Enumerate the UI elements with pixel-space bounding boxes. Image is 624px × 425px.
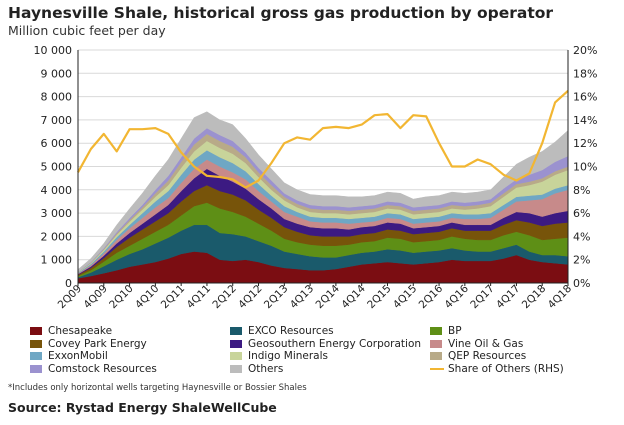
legend-swatch: [430, 367, 444, 370]
x-tick-label: 4Q11: [185, 283, 214, 312]
share-line: [77, 89, 569, 189]
x-tick-label: 4Q10: [133, 283, 162, 312]
y2-tick-label: 8%: [573, 184, 590, 197]
legend-swatch: [230, 327, 242, 335]
x-tick-label: 2Q14: [314, 282, 343, 311]
legend-label: Vine Oil & Gas: [448, 337, 524, 350]
legend-swatch: [230, 364, 242, 373]
x-tick-label: 2Q16: [417, 282, 446, 311]
y2-tick-label: 2%: [573, 254, 590, 267]
y-tick-label: 2 000: [41, 230, 73, 243]
x-tick-label: 4Q09: [81, 283, 110, 312]
x-tick-label: 4Q17: [494, 283, 523, 312]
y2-tick-label: 6%: [573, 207, 590, 220]
y2-tick-label: 4%: [573, 230, 590, 243]
y2-tick-label: 0%: [573, 277, 590, 290]
legend-label: Comstock Resources: [48, 362, 157, 375]
x-tick-label: 2Q12: [210, 283, 239, 312]
y-tick-label: 4 000: [41, 184, 73, 197]
legend-label: QEP Resources: [448, 350, 527, 362]
x-tick-label: 2Q18: [520, 283, 549, 312]
y2-tick-label: 20%: [573, 44, 597, 57]
y2-tick-label: 18%: [573, 67, 597, 80]
legend-label: BP: [448, 325, 462, 337]
legend-swatch: [30, 364, 42, 373]
legend-swatch: [230, 352, 242, 360]
legend-label: Share of Others (RHS): [448, 362, 564, 375]
y-tick-label: 3 000: [41, 207, 73, 220]
y-tick-label: 0: [65, 277, 72, 290]
y-tick-label: 8 000: [41, 91, 73, 104]
legend-swatch: [30, 352, 42, 360]
source-label: Source: Rystad Energy ShaleWellCube: [8, 400, 277, 415]
y2-tick-label: 12%: [573, 137, 597, 150]
legend-label: Indigo Minerals: [248, 350, 328, 362]
x-tick-label: 2Q11: [159, 283, 188, 312]
y-tick-label: 7 000: [41, 114, 73, 127]
legend-swatch: [30, 339, 42, 348]
x-tick-label: 2Q17: [468, 283, 497, 312]
y-tick-label: 5 000: [41, 161, 73, 174]
x-tick-label: 2Q15: [365, 283, 394, 312]
area-series: [77, 111, 569, 284]
x-tick-label: 4Q13: [288, 283, 317, 312]
legend-label: Chesapeake: [48, 325, 113, 337]
chart-subtitle: Million cubic feet per day: [8, 23, 166, 38]
footnote: *Includes only horizontal wells targetin…: [8, 383, 307, 393]
legend-label: EXCO Resources: [248, 325, 334, 337]
legend-label: Geosouthern Energy Corporation: [248, 337, 422, 350]
y-tick-label: 10 000: [34, 44, 73, 57]
legend-swatch: [430, 327, 442, 335]
legend-swatch: [430, 339, 442, 348]
x-tick-label: 2Q10: [107, 283, 136, 312]
x-tick-label: 4Q18: [546, 283, 575, 312]
y2-tick-label: 10%: [573, 161, 597, 174]
x-tick-label: 4Q15: [391, 283, 420, 312]
x-tick-label: 4Q12: [236, 283, 265, 312]
y2-tick-label: 14%: [573, 114, 597, 127]
legend-label: Others: [248, 362, 284, 375]
line-share-of-others: [77, 89, 569, 189]
legend-swatch: [430, 352, 442, 360]
y2-tick-label: 16%: [573, 91, 597, 104]
x-tick-label: 4Q14: [339, 282, 368, 311]
y-tick-label: 6 000: [41, 137, 73, 150]
chart-title: Haynesville Shale, historical gross gas …: [8, 4, 554, 22]
legend-label: ExxonMobil: [48, 350, 108, 362]
x-tick-label: 2Q13: [262, 283, 291, 312]
legend-swatch: [230, 339, 242, 348]
legend-label: Covey Park Energy: [48, 337, 147, 350]
x-tick-label: 4Q16: [442, 282, 471, 311]
y-tick-label: 9 000: [41, 67, 73, 80]
y-tick-label: 1 000: [41, 254, 73, 267]
legend-swatch: [30, 327, 42, 335]
